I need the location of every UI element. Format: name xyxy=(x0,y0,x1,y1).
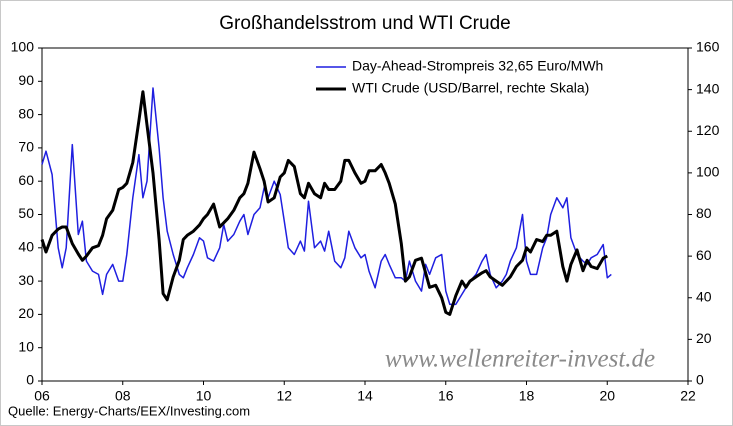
y-tick-label: 90 xyxy=(18,72,34,88)
x-tick-label: 16 xyxy=(438,388,454,404)
y-tick-label: 30 xyxy=(18,272,34,288)
series-line xyxy=(40,90,608,316)
y-tick-label: 80 xyxy=(18,105,34,121)
y-tick-label: 40 xyxy=(18,239,34,255)
y-tick-label: 50 xyxy=(18,205,34,221)
legend-label: Day-Ahead-Strompreis 32,65 Euro/MWh xyxy=(352,58,603,74)
y2-tick-label: 0 xyxy=(696,372,704,388)
legend: Day-Ahead-Strompreis 32,65 Euro/MWh WTI C… xyxy=(306,55,606,103)
x-tick-label: 22 xyxy=(680,388,696,404)
x-tick-label: 18 xyxy=(519,388,535,404)
x-tick-label: 12 xyxy=(276,388,292,404)
x-tick-label: 08 xyxy=(115,388,131,404)
y2-tick-label: 160 xyxy=(696,39,720,55)
watermark: www.wellenreiter-invest.de xyxy=(385,346,655,373)
y2-tick-label: 40 xyxy=(696,288,712,304)
y2-tick-label: 120 xyxy=(696,122,720,138)
source-note: Quelle: Energy-Charts/EEX/Investing.com xyxy=(8,403,250,418)
x-tick-label: 14 xyxy=(357,388,373,404)
y-tick-label: 60 xyxy=(18,172,34,188)
y2-tick-label: 60 xyxy=(696,247,712,263)
x-tick-label: 06 xyxy=(34,388,50,404)
y-tick-label: 10 xyxy=(18,338,34,354)
x-tick-label: 10 xyxy=(196,388,212,404)
y2-tick-label: 140 xyxy=(696,80,720,96)
chart-title: Großhandelsstrom und WTI Crude xyxy=(219,13,510,34)
y-tick-label: 20 xyxy=(18,305,34,321)
y-tick-label: 100 xyxy=(11,39,35,55)
y2-tick-label: 20 xyxy=(696,330,712,346)
y-tick-label: 0 xyxy=(26,372,34,388)
y-tick-label: 70 xyxy=(18,139,34,155)
y2-tick-label: 80 xyxy=(696,205,712,221)
x-tick-label: 20 xyxy=(599,388,615,404)
y2-tick-label: 100 xyxy=(696,164,720,180)
legend-label: WTI Crude (USD/Barrel, rechte Skala) xyxy=(352,80,589,96)
series-line xyxy=(41,87,612,306)
legend-box xyxy=(306,55,606,103)
